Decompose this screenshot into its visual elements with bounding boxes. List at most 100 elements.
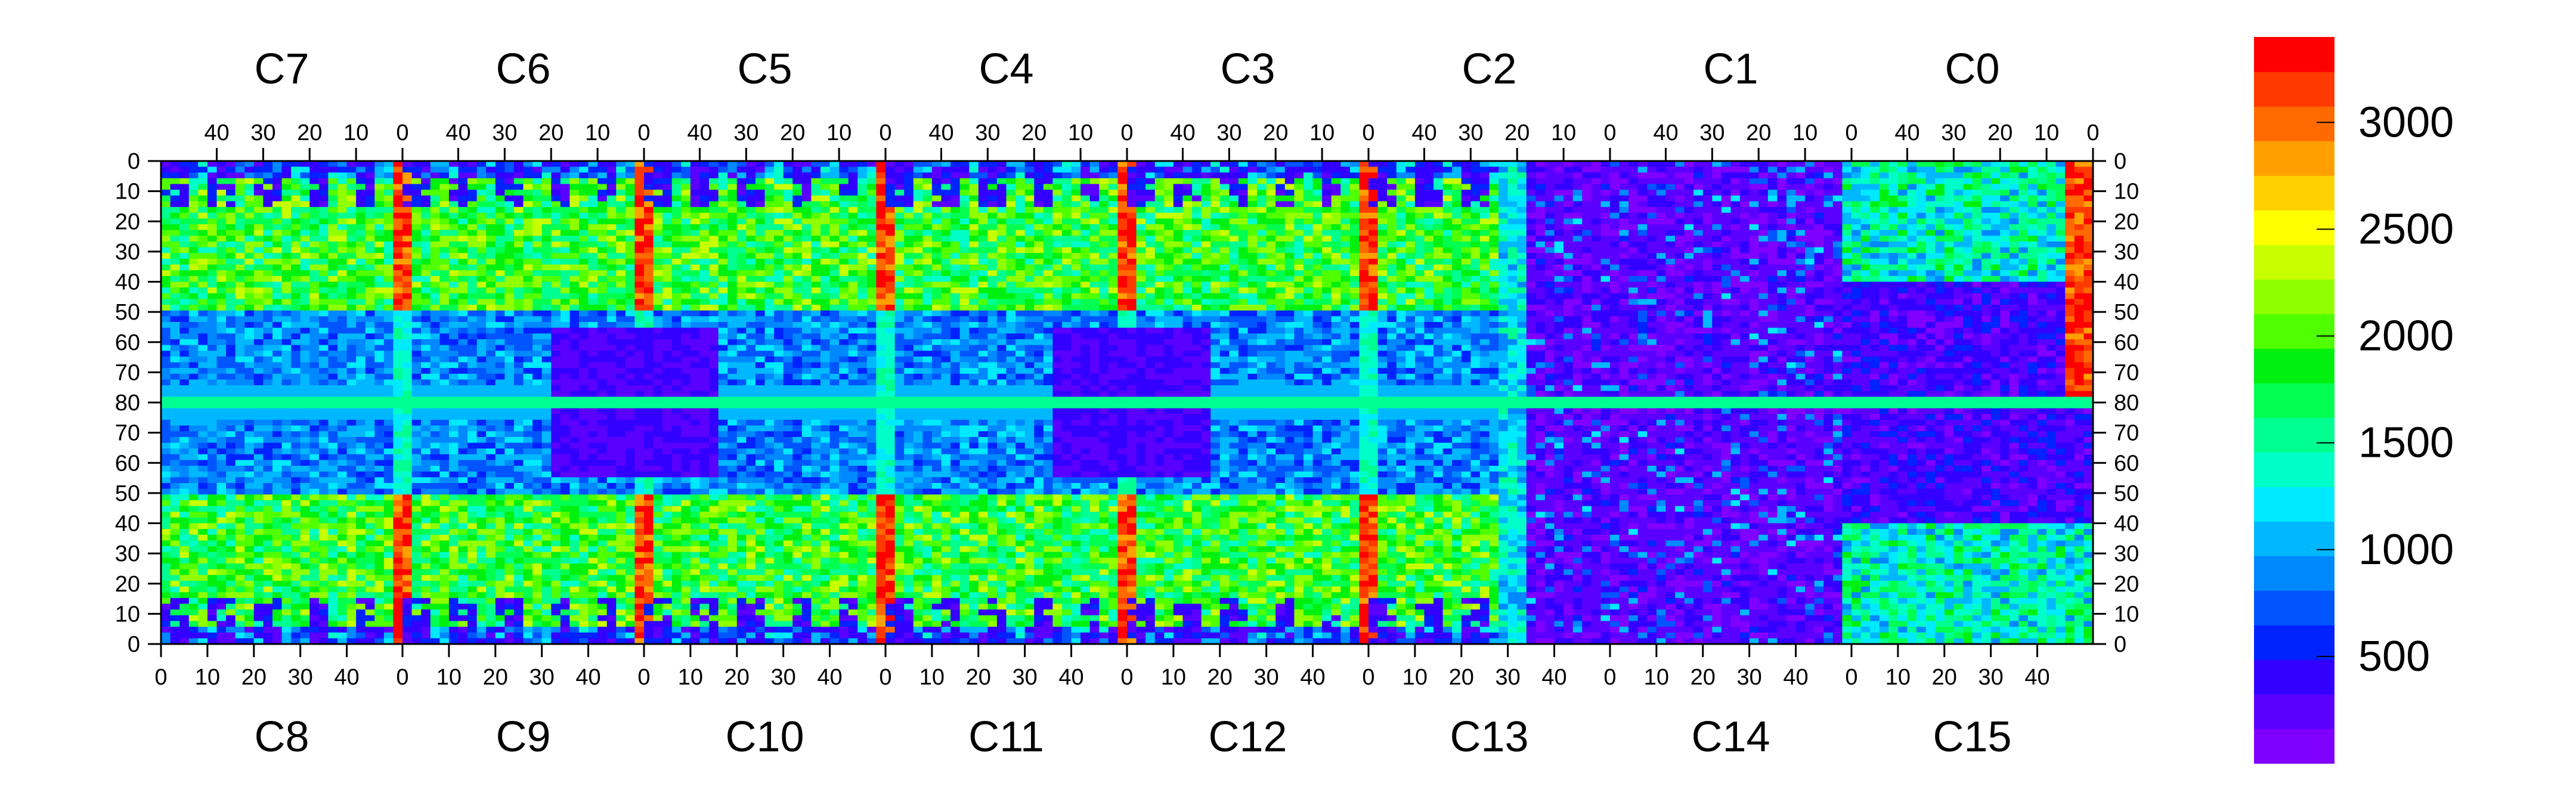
heatmap-cell	[1210, 184, 1221, 190]
heatmap-cell	[1758, 253, 1769, 259]
heatmap-cell	[365, 184, 375, 190]
heatmap-cell	[1935, 264, 1945, 271]
heatmap-cell	[1619, 247, 1629, 253]
heatmap-cell	[1758, 264, 1769, 271]
heatmap-cell	[1080, 242, 1091, 248]
heatmap-cell	[904, 253, 914, 259]
heatmap-cell	[774, 166, 784, 173]
heatmap-cell	[1433, 218, 1444, 225]
heatmap-cell	[439, 242, 450, 248]
heatmap-cell	[578, 258, 589, 265]
heatmap-cell	[792, 207, 803, 213]
heatmap-cell	[161, 270, 171, 277]
heatmap-cell	[774, 212, 784, 219]
heatmap-cell	[616, 287, 626, 294]
heatmap-cell	[1600, 270, 1611, 277]
heatmap-cell	[346, 172, 357, 179]
heatmap-cell	[2074, 287, 2085, 294]
heatmap-cell	[244, 224, 255, 231]
heatmap-cell	[588, 218, 598, 225]
heatmap-cell	[1312, 270, 1323, 277]
heatmap-cell	[783, 166, 793, 173]
heatmap-cell	[281, 166, 292, 173]
heatmap-cell	[1089, 207, 1100, 213]
heatmap-cell	[1192, 201, 1202, 208]
heatmap-cell	[1099, 287, 1109, 294]
heatmap-cell	[1842, 195, 1852, 202]
heatmap-cell	[281, 242, 292, 248]
heatmap-cell	[2065, 172, 2075, 179]
heatmap-cell	[1396, 224, 1406, 231]
heatmap-cell	[458, 281, 468, 288]
heatmap-cell	[402, 172, 413, 179]
heatmap-cell	[820, 184, 831, 190]
heatmap-cell	[1563, 236, 1574, 242]
heatmap-cell	[430, 247, 440, 253]
heatmap-cell	[1675, 230, 1685, 236]
heatmap-cell	[1544, 236, 1555, 242]
heatmap-cell	[829, 184, 840, 190]
heatmap-cell	[1517, 172, 1527, 179]
heatmap-cell	[337, 253, 348, 259]
heatmap-cell	[1099, 275, 1109, 283]
heatmap-cell	[634, 270, 645, 277]
heatmap-cell	[1767, 264, 1778, 271]
heatmap-cell	[1034, 242, 1044, 248]
heatmap-cell	[681, 224, 691, 231]
heatmap-cell	[1935, 178, 1945, 185]
heatmap-cell	[727, 236, 738, 242]
heatmap-cell	[1099, 161, 1109, 168]
heatmap-cell	[1972, 293, 1982, 300]
heatmap-cell	[318, 230, 329, 236]
heatmap-cell	[486, 247, 496, 253]
heatmap-cell	[2018, 161, 2029, 168]
heatmap-cell	[374, 293, 385, 300]
heatmap-cell	[848, 178, 858, 185]
heatmap-cell	[1990, 293, 2001, 300]
heatmap-cell	[1331, 293, 1341, 300]
heatmap-cell	[625, 287, 636, 294]
heatmap-cell	[1517, 212, 1527, 219]
heatmap-cell	[783, 195, 793, 202]
heatmap-cell	[1962, 190, 1973, 196]
heatmap-cell	[1730, 253, 1741, 259]
heatmap-cell	[2055, 224, 2066, 231]
heatmap-cell	[2065, 212, 2075, 219]
heatmap-cell	[541, 247, 552, 253]
heatmap-cell	[235, 224, 245, 231]
heatmap-cell	[1266, 161, 1276, 168]
heatmap-cell	[941, 281, 951, 288]
heatmap-cell	[727, 247, 738, 253]
heatmap-cell	[1043, 281, 1053, 288]
heatmap-cell	[1832, 224, 1843, 231]
heatmap-cell	[959, 270, 970, 277]
heatmap-cell	[1897, 161, 1908, 168]
heatmap-cell	[588, 224, 598, 231]
heatmap-cell	[829, 178, 840, 185]
heatmap-cell	[2018, 218, 2029, 225]
heatmap-cell	[439, 287, 450, 294]
heatmap-cell	[1006, 242, 1016, 248]
heatmap-cell	[1990, 253, 2001, 259]
heatmap-cell	[411, 230, 422, 236]
heatmap-cell	[374, 178, 385, 185]
heatmap-cell	[811, 166, 821, 173]
heatmap-cell	[588, 195, 598, 202]
heatmap-cell	[1582, 224, 1592, 231]
heatmap-cell	[1238, 201, 1249, 208]
heatmap-cell	[1897, 166, 1908, 173]
heatmap-cell	[718, 218, 728, 225]
heatmap-cell	[653, 293, 663, 300]
heatmap-cell	[2046, 270, 2057, 277]
heatmap-cell	[179, 275, 190, 283]
heatmap-cell	[300, 190, 310, 196]
heatmap-cell	[2009, 207, 2019, 213]
heatmap-cell	[300, 247, 310, 253]
heatmap-cell	[866, 178, 877, 185]
heatmap-cell	[783, 178, 793, 185]
heatmap-cell	[653, 270, 663, 277]
heatmap-cell	[1442, 253, 1453, 259]
heatmap-cell	[1953, 218, 1964, 225]
heatmap-cell	[1972, 161, 1982, 168]
heatmap-cell	[1907, 230, 1917, 236]
